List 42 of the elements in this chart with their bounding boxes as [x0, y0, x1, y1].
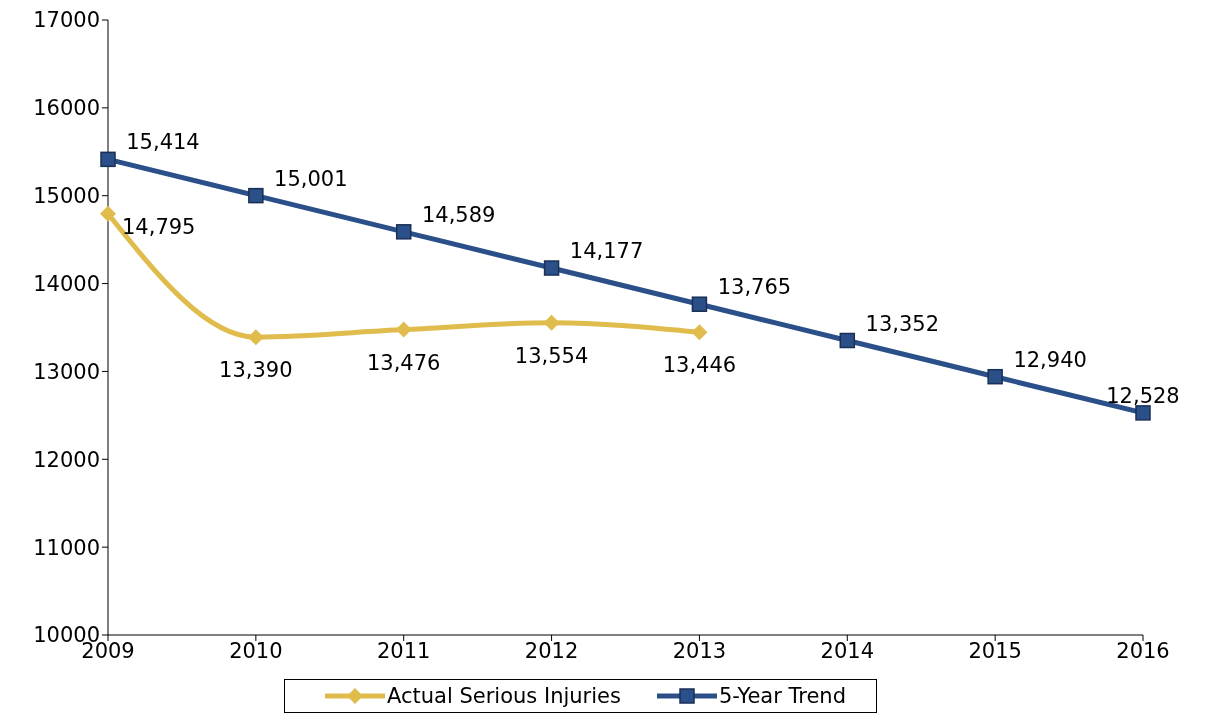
- x-tick-label: 2016: [1116, 638, 1170, 663]
- x-tick-label: 2013: [672, 638, 727, 663]
- point: [987, 368, 1003, 385]
- x-tick-label: 2011: [376, 638, 431, 663]
- data-label: 15,414: [126, 130, 200, 155]
- legend-label: 5-Year Trend: [718, 684, 846, 708]
- point: [395, 321, 412, 338]
- x-tick-label: 2014: [820, 638, 875, 663]
- point: [543, 314, 560, 331]
- y-tick-label: 16000: [33, 96, 100, 121]
- x-tick-label: 2012: [524, 638, 579, 663]
- x-tick-label: 2015: [968, 638, 1022, 663]
- data-label: 15,001: [274, 166, 348, 191]
- data-label: 13,352: [865, 311, 940, 336]
- data-label: 14,589: [421, 202, 496, 227]
- data-label: 13,390: [219, 358, 293, 383]
- data-label: 14,795: [122, 214, 196, 239]
- y-tick-label: 12000: [33, 447, 100, 472]
- point: [839, 332, 856, 349]
- data-label: 13,765: [717, 275, 792, 300]
- data-label: 13,554: [514, 343, 589, 368]
- data-label: 12,940: [1013, 347, 1087, 372]
- data-label: 13,476: [366, 350, 441, 375]
- point: [100, 205, 116, 222]
- point: [543, 260, 560, 276]
- point: [247, 329, 264, 346]
- legend-label: Actual Serious Injuries: [387, 684, 621, 708]
- y-tick-label: 11000: [33, 535, 100, 560]
- point: [1135, 405, 1151, 421]
- y-tick-label: 15000: [33, 184, 100, 209]
- y-tick-label: 14000: [33, 272, 100, 297]
- data-label: 14,177: [569, 239, 644, 264]
- y-tick-label: 13000: [33, 359, 100, 384]
- point: [100, 151, 116, 168]
- data-label: 13,446: [662, 353, 737, 378]
- point: [395, 224, 412, 240]
- y-tick-label: 17000: [33, 8, 100, 33]
- data-label: 12,528: [1106, 383, 1180, 408]
- point: [248, 187, 264, 204]
- point: [691, 296, 708, 312]
- point: [691, 324, 708, 341]
- x-tick-label: 2010: [229, 638, 283, 663]
